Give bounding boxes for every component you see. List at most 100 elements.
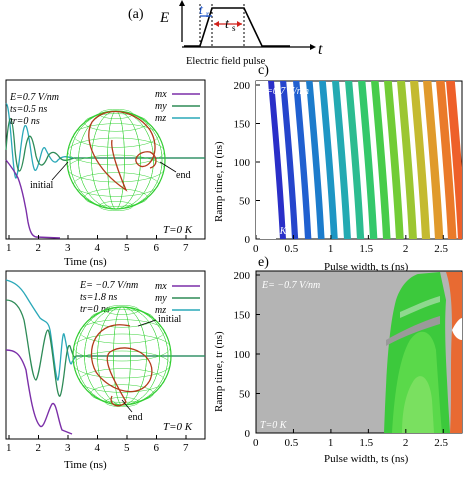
x-tick-label: 7 (183, 442, 189, 454)
x-tick-label: 6 (154, 442, 160, 454)
xlabel-d: Time (ns) (64, 459, 107, 471)
x-tick-label: 1 (328, 437, 334, 449)
y-tick-label: 200 (234, 80, 251, 92)
x-tick-label: 1.5 (359, 437, 373, 449)
legend-mx-d: mx (155, 281, 167, 292)
panel-d: E= −0.7 V/nm ts=1.8 ns tr=0 ns mx my mz … (5, 270, 206, 471)
x-tick-label: 1.5 (359, 243, 373, 255)
panel-e-label: e) (258, 255, 269, 270)
temperature-b: T=0 K (163, 224, 193, 236)
ylabel-e: Ramp time, tr (ns) (213, 331, 225, 412)
series-mx-d (5, 349, 73, 435)
y-tick-label: 100 (234, 349, 251, 361)
switching-band (358, 81, 378, 239)
legend-my-d: my (155, 293, 167, 304)
legend-my: my (155, 101, 167, 112)
switching-band (280, 81, 299, 239)
xlabel-e: Pulse width, ts (ns) (324, 453, 409, 465)
x-tick-label: 2.5 (434, 243, 448, 255)
y-tick-label: 150 (234, 119, 251, 131)
x-tick-label: 5 (124, 242, 130, 254)
switching-band (268, 81, 286, 239)
panel-a-y-symbol: E (159, 10, 169, 26)
x-tick-label: 5 (124, 442, 130, 454)
switching-band (410, 81, 431, 239)
switching-band (332, 81, 351, 239)
x-tick-label: 4 (95, 242, 101, 254)
panel-d-param-tr: tr=0 ns (80, 304, 110, 315)
x-tick-label: 0 (253, 243, 259, 255)
y-tick-label: 50 (239, 196, 251, 208)
switching-band (423, 81, 444, 239)
ts-sub: s (232, 23, 236, 33)
legend-mz: mz (155, 113, 166, 124)
switching-band (436, 81, 457, 239)
label-initial-b: initial (30, 180, 54, 191)
heatmap-c (256, 81, 462, 239)
legend-mx: mx (155, 89, 167, 100)
x-tick-label: 0.5 (284, 437, 298, 449)
y-tick-label: 50 (239, 389, 251, 401)
trajectory-b (88, 110, 157, 192)
panel-b-param-ts: ts=0.5 ns (10, 104, 47, 115)
x-tick-label: 3 (65, 442, 71, 454)
panel-a: (a) E t t r t s Electric field pulse (128, 0, 323, 67)
panel-d-param-ts: ts=1.8 ns (80, 292, 117, 303)
label-end-d: end (128, 412, 142, 423)
x-tick-label: 2 (403, 437, 409, 449)
legend-mz-d: mz (155, 305, 166, 316)
panel-c-label: c) (258, 63, 269, 78)
x-tick-label: 7 (183, 242, 189, 254)
x-tick-label: 2.5 (434, 437, 448, 449)
xlabel-b: Time (ns) (64, 256, 107, 268)
series-my-d (5, 299, 205, 397)
x-tick-label: 1 (328, 243, 334, 255)
switching-band (306, 81, 325, 239)
x-tick-label: 6 (154, 242, 160, 254)
panel-c: c) E=0.7 V/nm T=0 K 0 0.5 1 1.5 2 2.5 0 50 100 15… (213, 63, 463, 273)
series-my (5, 117, 205, 172)
series-mz-d (5, 279, 205, 381)
x-tick-label: 1 (6, 242, 12, 254)
y-tick-label: 0 (245, 428, 251, 440)
panel-e: e) E= −0.7 V/nm T=0 K 0 0.5 1 1.5 2 2.5 0 50 100… (213, 255, 463, 465)
heatmap-e (384, 272, 462, 433)
trajectory-d (90, 324, 153, 407)
switching-band (384, 81, 404, 239)
series-mz (5, 103, 205, 179)
switching-band (319, 81, 338, 239)
series-mx (5, 159, 61, 239)
temperature-c: T=0 K (260, 226, 288, 237)
x-tick-label: 1 (6, 442, 12, 454)
x-tick-label: 2 (403, 243, 409, 255)
field-label-e: E= −0.7 V/nm (261, 280, 320, 291)
field-label-c: E=0.7 V/nm (259, 86, 309, 97)
tr-sub: r (206, 9, 209, 19)
y-tick-label: 200 (234, 270, 251, 282)
x-tick-label: 0.5 (284, 243, 298, 255)
xlabel-c: Pulse width, ts (ns) (324, 261, 409, 273)
panel-b-param-E: E=0.7 V/nm (9, 92, 59, 103)
switching-band (446, 81, 462, 239)
x-tick-label: 2 (36, 442, 42, 454)
switching-band (371, 81, 391, 239)
x-tick-label: 3 (65, 242, 71, 254)
label-end-b: end (176, 170, 190, 181)
panel-a-x-symbol: t (318, 41, 323, 58)
pulse-caption: Electric field pulse (186, 56, 266, 67)
x-tick-label: 4 (95, 442, 101, 454)
panel-b-param-tr: tr=0 ns (10, 116, 40, 127)
ylabel-c: Ramp time, tr (ns) (213, 141, 225, 222)
panel-a-label: (a) (128, 7, 144, 22)
y-tick-label: 0 (245, 234, 251, 246)
sphere-d (72, 305, 172, 407)
y-tick-label: 100 (234, 157, 251, 169)
temperature-e: T=0 K (260, 420, 288, 431)
x-tick-label: 0 (253, 437, 259, 449)
y-tick-label: 150 (234, 310, 251, 322)
switching-band (293, 81, 312, 239)
sphere-b (66, 109, 166, 211)
x-tick-label: 2 (36, 242, 42, 254)
temperature-d: T=0 K (163, 421, 193, 433)
